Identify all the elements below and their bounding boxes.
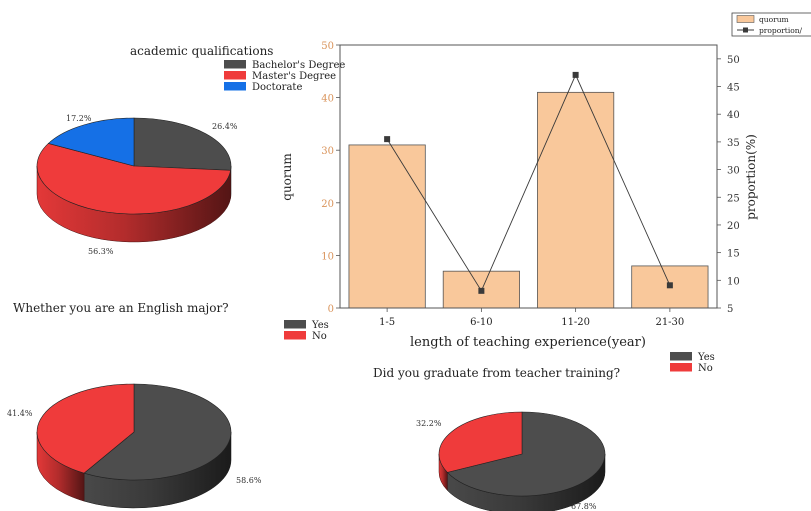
- y-axis-right-title: proportion(%): [744, 134, 758, 220]
- pie-title: Whether you are an English major?: [13, 301, 229, 315]
- y-right-tick-label: 30: [727, 166, 740, 177]
- line-series: [384, 72, 673, 294]
- legend-label: No: [698, 363, 713, 374]
- pie-value-label: 41.4%: [7, 409, 33, 418]
- pie-value-label: 67.8%: [571, 502, 597, 511]
- combo-legend: quorum proportion/: [732, 13, 811, 36]
- legend-label: No: [312, 331, 327, 342]
- line-marker: [384, 136, 390, 142]
- line-marker: [478, 288, 484, 294]
- bar: [349, 145, 425, 308]
- y-tick-label: 0: [328, 304, 334, 315]
- y-right-tick-label: 20: [727, 221, 740, 232]
- line-marker: [667, 282, 673, 288]
- legend-label: Doctorate: [252, 82, 302, 93]
- pie-value-label: 26.4%: [212, 122, 238, 131]
- x-tick-label: 6-10: [470, 317, 492, 328]
- bar: [537, 92, 613, 308]
- y-right-tick-label: 10: [727, 276, 740, 287]
- pie-value-label: 58.6%: [236, 476, 262, 485]
- y-axis-right: 5 10 15 20 25 30 35 40 45 50: [717, 55, 740, 315]
- y-right-tick-label: 5: [727, 304, 733, 315]
- y-right-tick-label: 25: [727, 193, 740, 204]
- x-axis: 1-5 6-10 11-20 21-30: [379, 308, 684, 328]
- legend-swatch: [224, 82, 246, 91]
- legend-swatch: [224, 71, 246, 80]
- legend-swatch-quorum: [737, 16, 754, 23]
- x-tick-label: 1-5: [379, 317, 395, 328]
- legend-label: Yes: [311, 320, 329, 331]
- bar-series: [349, 92, 708, 308]
- pie-title: academic qualifications: [130, 44, 273, 58]
- pie-academic-qualifications: academic qualifications Bachelor's Degre…: [37, 44, 345, 256]
- pie-body: [37, 384, 231, 508]
- legend-label: quorum: [759, 15, 789, 24]
- x-tick-label: 21-30: [655, 317, 684, 328]
- pie-value-label: 17.2%: [66, 114, 92, 123]
- y-axis-left: 0 10 20 30 40 50: [321, 41, 340, 315]
- y-axis-title: quorum: [280, 153, 294, 201]
- y-tick-label: 10: [321, 251, 334, 262]
- y-right-tick-label: 15: [727, 249, 740, 260]
- pie-body: [37, 118, 231, 242]
- y-right-tick-label: 35: [727, 138, 740, 149]
- legend-label: Bachelor's Degree: [252, 60, 345, 71]
- y-tick-label: 50: [321, 41, 334, 52]
- x-axis-title: length of teaching experience(year): [410, 335, 646, 350]
- legend-swatch: [670, 363, 692, 372]
- legend-marker: [743, 28, 748, 33]
- y-right-tick-label: 50: [727, 55, 740, 66]
- legend-swatch: [224, 60, 246, 69]
- legend-label: Yes: [697, 352, 715, 363]
- pie-title: Did you graduate from teacher training?: [373, 366, 620, 380]
- legend-swatch: [284, 320, 306, 329]
- legend-swatch: [670, 352, 692, 361]
- y-tick-label: 20: [321, 199, 334, 210]
- legend-swatch: [284, 331, 306, 340]
- y-tick-label: 40: [321, 94, 334, 105]
- line-path: [387, 75, 670, 291]
- pie-value-label: 56.3%: [88, 247, 114, 256]
- legend-label: Master's Degree: [252, 71, 336, 82]
- pie-value-label: 32.2%: [416, 419, 442, 428]
- pie-english-major: Whether you are an English major? YesNo …: [7, 301, 329, 508]
- pie-teacher-training: Did you graduate from teacher training? …: [373, 352, 715, 511]
- legend-label: proportion/: [759, 26, 803, 35]
- y-right-tick-label: 45: [727, 83, 740, 94]
- y-tick-label: 30: [321, 146, 334, 157]
- pie-body: [439, 412, 605, 511]
- line-marker: [573, 72, 579, 78]
- x-tick-label: 11-20: [561, 317, 590, 328]
- y-right-tick-label: 40: [727, 110, 740, 121]
